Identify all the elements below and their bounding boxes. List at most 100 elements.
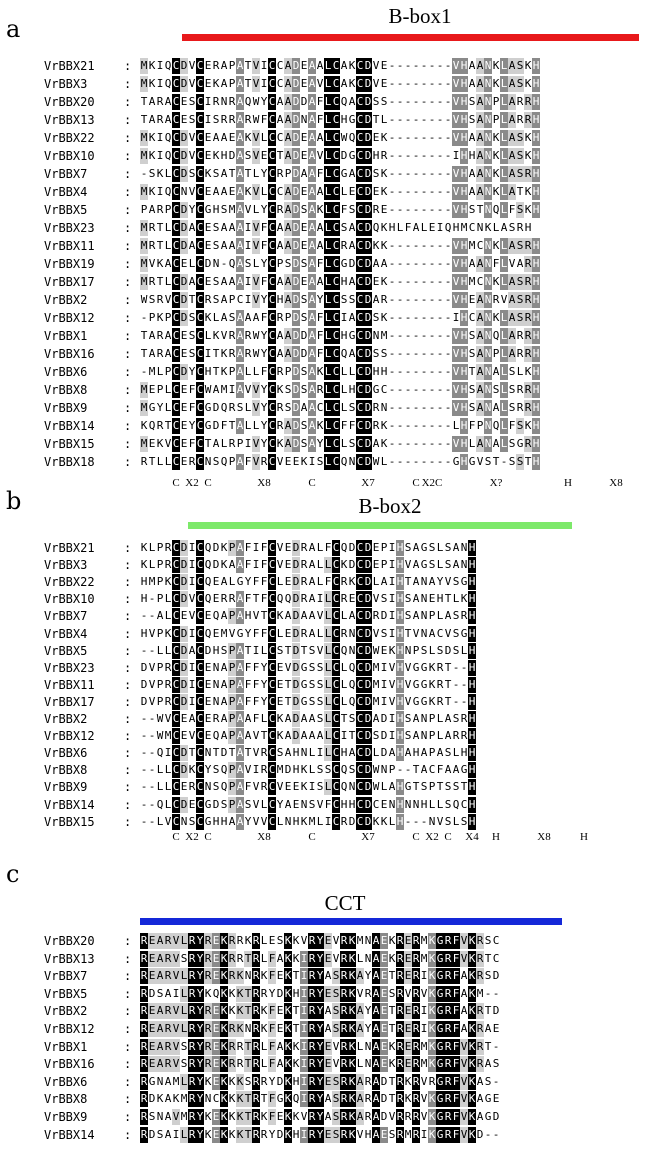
residue: R (396, 1091, 404, 1108)
residue: R (412, 1021, 420, 1037)
residue: R (308, 985, 316, 1002)
residue: A (148, 346, 156, 362)
residue: R (204, 1056, 212, 1073)
residue: W (140, 292, 148, 308)
residue: K (380, 166, 388, 182)
residue: I (420, 968, 428, 985)
residue: K (236, 985, 244, 1002)
residue: L (468, 436, 476, 452)
residue: S (156, 1126, 164, 1143)
residue: C (332, 796, 340, 813)
residue: R (140, 1091, 148, 1108)
residue: E (300, 184, 308, 200)
residue: A (164, 112, 172, 128)
residue: R (204, 292, 212, 308)
residue: C (460, 796, 468, 813)
residue: - (420, 436, 428, 452)
residue: V (452, 184, 460, 200)
residue: P (140, 202, 148, 218)
residue: A (308, 400, 316, 416)
residue: C (268, 364, 276, 380)
residue: M (476, 985, 484, 1002)
residue: L (324, 625, 332, 642)
residue: S (444, 813, 452, 830)
residue: F (244, 540, 252, 556)
residue: V (316, 796, 324, 813)
residue: K (220, 933, 228, 949)
residue: A (284, 796, 292, 813)
residue: L (380, 779, 388, 796)
separator-colon: : (124, 969, 132, 984)
residue: A (212, 382, 220, 398)
residue: A (508, 238, 516, 254)
residue: S (188, 328, 196, 344)
residue: K (292, 933, 300, 949)
residue: R (476, 968, 484, 985)
residue: A (348, 346, 356, 362)
residue: C (332, 659, 340, 676)
residue: D (364, 94, 372, 110)
residue: A (236, 676, 244, 693)
residue: I (188, 540, 196, 556)
residue: M (228, 202, 236, 218)
residue: E (204, 659, 212, 676)
residue: K (492, 238, 500, 254)
separator-colon: : (124, 951, 132, 966)
residue: E (468, 292, 476, 308)
residue: D (364, 659, 372, 676)
residue: V (372, 58, 380, 74)
residue: E (276, 693, 284, 710)
residue: C (356, 400, 364, 416)
residue: - (140, 813, 148, 830)
residue: Y (196, 1038, 204, 1055)
residue: N (420, 625, 428, 642)
residue: S (316, 693, 324, 710)
residue: H (532, 328, 540, 344)
residue: - (412, 184, 420, 200)
residue: C (196, 745, 204, 762)
residue: S (516, 310, 524, 326)
sequence-residues: RDSAILRYKEKKKTRRYDKHIRYESRKVHAESRMRIKGRF… (140, 1126, 500, 1143)
residue: R (204, 1003, 212, 1020)
residue: K (260, 1021, 268, 1037)
residue: Q (220, 454, 228, 470)
separator-colon: : (124, 694, 132, 709)
sequence-residues: --LLCERCNSQPAFVRCVEEKISLCQNCDWLAHGTSPTSS… (140, 779, 476, 796)
residue: R (188, 454, 196, 470)
residue: R (276, 166, 284, 182)
residue: K (220, 985, 228, 1002)
residue: - (444, 346, 452, 362)
residue: E (188, 796, 196, 813)
residue: Q (276, 591, 284, 608)
residue: E (348, 591, 356, 608)
residue: D (364, 454, 372, 470)
residue: S (404, 608, 412, 625)
residue: C (196, 400, 204, 416)
residue: H (340, 112, 348, 128)
residue: A (476, 58, 484, 74)
residue: A (508, 94, 516, 110)
residue: R (444, 933, 452, 949)
residue: S (516, 292, 524, 308)
residue: R (300, 591, 308, 608)
residue: D (212, 418, 220, 434)
residue: N (348, 779, 356, 796)
residue: A (476, 382, 484, 398)
residue: H (140, 591, 148, 608)
residue: R (164, 659, 172, 676)
residue: L (428, 796, 436, 813)
residue: C (332, 382, 340, 398)
residue: R (252, 1021, 260, 1037)
residue: C (268, 112, 276, 128)
residue: I (260, 58, 268, 74)
residue: S (300, 436, 308, 452)
residue: H (460, 418, 468, 434)
residue: H (460, 112, 468, 128)
residue: R (396, 1038, 404, 1055)
separator-colon: : (124, 1039, 132, 1054)
residue: D (292, 58, 300, 74)
residue: V (252, 608, 260, 625)
residue: K (348, 1021, 356, 1037)
residue: A (236, 220, 244, 236)
residue: C (332, 693, 340, 710)
